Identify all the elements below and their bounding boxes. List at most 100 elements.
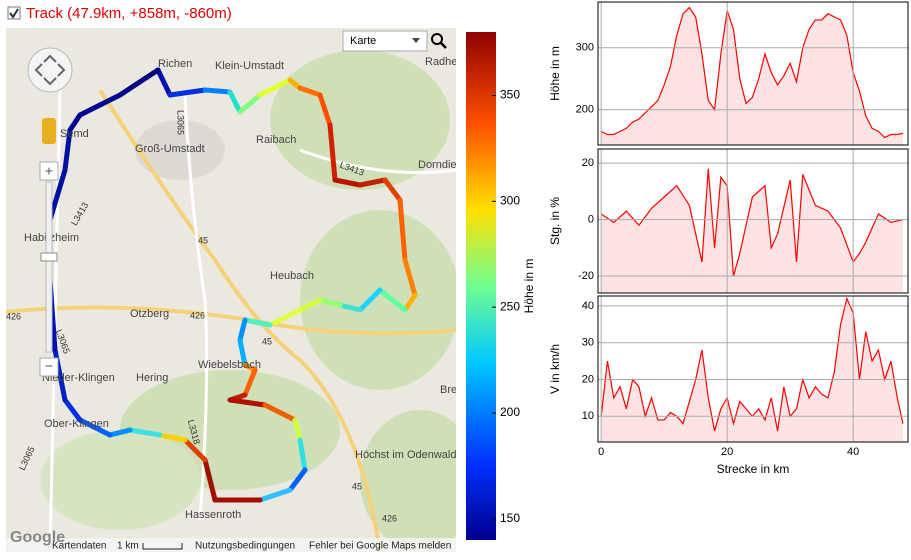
- track-segment: [202, 457, 218, 503]
- track-segment: [267, 307, 303, 328]
- place-label: Heubach: [270, 270, 314, 282]
- pegman[interactable]: [42, 118, 56, 144]
- track-segment: [332, 177, 363, 188]
- y-axis-label: Stg. in %: [548, 197, 562, 245]
- track-segment: [402, 257, 418, 298]
- track-segment: [157, 432, 188, 443]
- plot-frame: [597, 148, 909, 294]
- track-segment: [62, 397, 83, 423]
- scale-label: 1 km: [117, 541, 139, 552]
- track-segment: [257, 77, 293, 98]
- svg-text:−: −: [45, 358, 53, 374]
- zoom-in[interactable]: [39, 161, 59, 181]
- y-tick-label: 40: [582, 300, 594, 312]
- place-label: Groß-Umstadt: [135, 143, 205, 155]
- track-segment: [77, 417, 113, 438]
- colorbar-tick-label: 250: [500, 299, 520, 313]
- colorbar-tick-label: 350: [500, 88, 520, 102]
- map[interactable]: Richen Klein-Umstadt Radheim Groß-Umstad…: [6, 28, 480, 552]
- place-label: Wiebelsbach: [198, 359, 261, 371]
- y-tick-label: 300: [576, 42, 594, 54]
- track-segment: [117, 67, 161, 98]
- colorbar: [466, 32, 496, 540]
- road-label: L3065: [176, 110, 186, 135]
- place-label: Nieder-Klingen: [42, 372, 115, 384]
- colorbar-tick-label: 200: [500, 405, 520, 419]
- colorbar-label: Höhe in m: [522, 259, 536, 314]
- road-label: 426: [382, 513, 397, 523]
- track-segment: [297, 437, 308, 473]
- zoom-icon[interactable]: [431, 33, 443, 45]
- y-tick-label: 20: [582, 157, 594, 169]
- road-label: 45: [262, 336, 272, 346]
- y-tick-label: -20: [578, 270, 594, 282]
- plot-frame: [597, 1, 909, 146]
- area-fill: [601, 7, 903, 146]
- track-segment: [242, 367, 258, 398]
- map-type-select[interactable]: [342, 30, 428, 52]
- track-segment: [107, 427, 133, 438]
- track-segment: [227, 89, 243, 115]
- place-label: Ober-Klingen: [44, 418, 109, 430]
- road-label: 45: [198, 235, 208, 245]
- place-label: Höchst im Odenwald: [355, 449, 457, 461]
- track-title: Track (47.9km, +858m, -860m): [26, 5, 232, 22]
- track-segment: [202, 87, 233, 95]
- road-label: 426: [190, 310, 205, 320]
- track-segment: [317, 92, 333, 128]
- track-segment: [397, 197, 408, 263]
- x-tick-label: 20: [721, 446, 733, 458]
- report-link[interactable]: Fehler bei Google Maps melden: [309, 541, 451, 552]
- track-segment: [262, 402, 298, 423]
- track-segment: [297, 297, 323, 313]
- plot-frame: [597, 295, 909, 443]
- google-logo: Google: [10, 529, 65, 546]
- track-segment: [402, 292, 418, 313]
- x-tick-label: 40: [847, 446, 859, 458]
- track-segment: [287, 467, 308, 493]
- y-axis-label: V in km/h: [548, 344, 562, 394]
- charts: 200 300 Höhe in m -20 0 20 Stg. in % 0 20 40 10 20 3…: [548, 1, 909, 476]
- track-segment: [227, 397, 268, 408]
- road-label: 426: [6, 311, 21, 321]
- x-tick-label: 0: [598, 446, 604, 458]
- track-segment: [382, 177, 403, 203]
- pan-control[interactable]: [27, 47, 73, 93]
- svg-text:+: +: [45, 163, 53, 179]
- area-fill: [601, 168, 903, 293]
- colorbar-tick-label: 300: [500, 194, 520, 208]
- map-data-link[interactable]: Kartendaten: [52, 541, 107, 552]
- track-segment: [237, 317, 248, 343]
- track-segment: [242, 317, 273, 328]
- track-segment: [67, 112, 83, 133]
- road-label: 45: [352, 481, 362, 491]
- x-axis-label: Strecke in km: [717, 462, 790, 476]
- place-label: Raibach: [256, 134, 296, 146]
- place-label: Richen: [158, 58, 192, 70]
- place-label: Klein-Umstadt: [215, 60, 284, 72]
- track-segment: [327, 122, 338, 183]
- place-label: Bre: [440, 384, 457, 396]
- zoom-out[interactable]: [39, 357, 59, 377]
- track-segment: [62, 127, 73, 173]
- track-segment: [155, 67, 173, 98]
- zoom-slider[interactable]: [45, 181, 53, 353]
- colorbar-tick-label: 150: [500, 511, 520, 525]
- track-segment: [292, 417, 303, 443]
- place-label: Semd: [60, 128, 89, 140]
- y-tick-label: 200: [576, 104, 594, 116]
- track-segment: [257, 487, 293, 503]
- checkmark: [9, 8, 19, 19]
- y-tick-label: 30: [582, 337, 594, 349]
- terms-link[interactable]: Nutzungsbedingungen: [195, 541, 295, 552]
- track-segment: [357, 287, 383, 313]
- zoom-handle[interactable]: [40, 252, 58, 262]
- track-segment: [167, 87, 208, 98]
- track-segment: [77, 92, 123, 118]
- place-label: Hassenroth: [185, 509, 241, 521]
- map-type-label: Karte: [350, 35, 376, 47]
- track-segment: [377, 287, 408, 313]
- y-tick-label: 10: [582, 410, 594, 422]
- track-segment: [337, 302, 363, 313]
